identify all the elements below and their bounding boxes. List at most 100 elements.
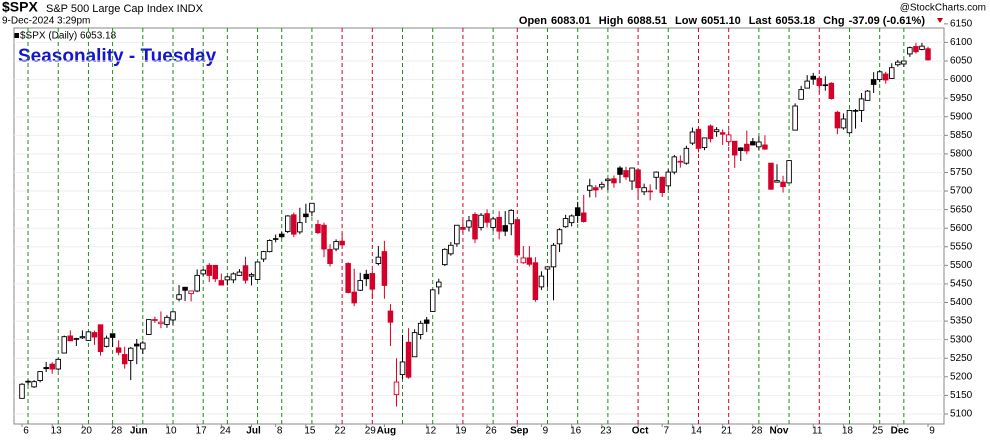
candle-body (146, 319, 152, 335)
candle-body (436, 281, 442, 288)
down-arrow-icon (937, 18, 943, 23)
candle-body (587, 185, 593, 191)
candle-body (423, 319, 430, 324)
candle-body (73, 338, 80, 340)
candle-body (37, 371, 43, 381)
candle-body (750, 141, 756, 146)
candle-body (405, 341, 412, 378)
x-tick-label: 23 (600, 426, 612, 437)
candle-body (774, 180, 780, 183)
candle-body (339, 240, 345, 246)
x-tick-label: 28 (751, 426, 763, 437)
candle-body (363, 273, 370, 280)
candle-body (574, 207, 581, 217)
candle-body (508, 209, 514, 225)
timestamp: 9-Dec-2024 3:29pm (2, 16, 90, 27)
candle-body (593, 187, 599, 191)
x-tick-label: Nov (770, 426, 789, 437)
candle-body (152, 319, 158, 321)
legend-swatch (14, 33, 19, 38)
candle-body (188, 290, 194, 295)
candle-body (889, 67, 895, 79)
candle-body (369, 273, 376, 290)
candle-body (460, 227, 466, 230)
candle-body (798, 89, 804, 100)
candle-body (91, 332, 98, 338)
candle-body (393, 381, 400, 396)
x-tick-label: 7 (663, 426, 669, 437)
candle-body (683, 147, 690, 164)
x-tick-label: Jun (130, 426, 148, 437)
y-tick-label: 6150 (950, 18, 973, 29)
candle-body (635, 169, 641, 189)
annotation: Seasonality - Tuesday (18, 46, 217, 67)
candle-body (248, 274, 255, 277)
candle-body (810, 75, 816, 80)
candle-body (67, 335, 74, 342)
candle-body (260, 251, 267, 260)
candle-body (556, 229, 563, 245)
y-tick-label: 5900 (950, 111, 973, 122)
candle-body (43, 367, 49, 370)
y-tick-label: 5500 (950, 260, 973, 271)
candle-body (212, 264, 219, 280)
quote-label: Last (749, 15, 772, 27)
candle-body (206, 264, 212, 276)
candle-body (333, 241, 339, 250)
candle-body (448, 244, 454, 255)
candle-body (550, 244, 557, 268)
candle-body (907, 47, 913, 55)
candle-body (599, 183, 605, 188)
candle-body (303, 213, 309, 218)
x-tick-label: 25 (872, 426, 884, 437)
candle-body (49, 363, 55, 370)
candle-body (659, 176, 665, 193)
x-tick-label: 16 (570, 426, 582, 437)
candle-body (623, 170, 629, 178)
candle-body (882, 73, 889, 81)
y-tick-label: 5200 (950, 371, 973, 382)
y-tick-label: 5750 (950, 167, 973, 178)
candle-body (254, 261, 261, 280)
candle-body (158, 321, 164, 325)
x-tick-label: 18 (842, 426, 854, 437)
candle-body (568, 215, 575, 224)
plot-frame (13, 27, 945, 425)
candle-body (31, 381, 37, 388)
candle-body (786, 160, 792, 184)
y-tick-label: 6100 (950, 37, 973, 48)
symbol-name: S&P 500 Large Cap Index INDX (46, 3, 204, 15)
x-tick-label: 26 (486, 426, 498, 437)
x-tick-label: Jul (246, 426, 261, 437)
candle-body (919, 45, 925, 50)
candle-body (357, 280, 363, 291)
candle-body (792, 105, 798, 131)
candle-body (164, 316, 170, 325)
candle-body (266, 240, 273, 253)
candle-body (472, 214, 478, 240)
x-tick-label: 12 (425, 426, 437, 437)
y-tick-label: 5100 (950, 409, 973, 420)
y-tick-label: 5850 (950, 130, 973, 141)
candle-body (278, 233, 285, 238)
candle-body (218, 280, 225, 286)
candle-body (641, 187, 647, 193)
candle-body (230, 273, 237, 281)
candle-body (653, 171, 659, 178)
candle-body (321, 224, 327, 250)
candle-body (115, 347, 122, 353)
candle-body (562, 218, 569, 228)
candle-body (55, 358, 61, 370)
candle-body (713, 129, 720, 133)
quote-value: 6053.18 (775, 15, 815, 27)
symbol: $SPX (2, 0, 38, 15)
candle-body (85, 331, 92, 341)
candle-body (454, 224, 460, 245)
candle-body (756, 141, 762, 148)
x-tick-label: 6 (23, 426, 29, 437)
y-tick-label: 5700 (950, 186, 973, 197)
x-tick-label: 11 (812, 426, 823, 437)
candle-body (514, 219, 521, 256)
quote-label: Chg (823, 15, 844, 27)
